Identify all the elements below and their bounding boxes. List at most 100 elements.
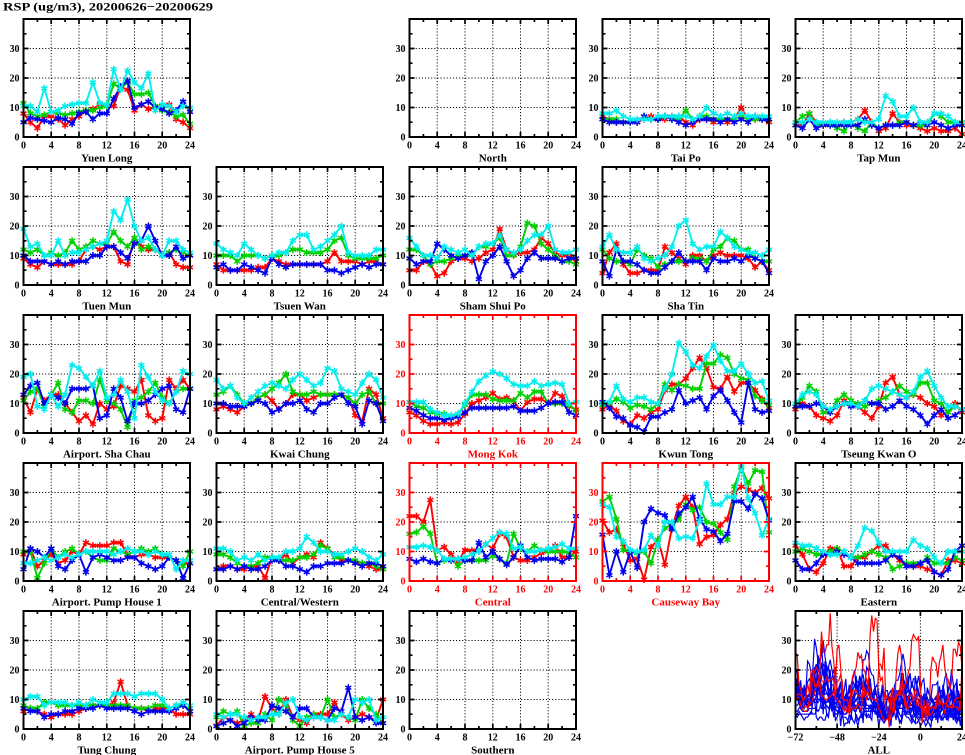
svg-text:16: 16 bbox=[516, 585, 526, 596]
svg-text:0: 0 bbox=[21, 141, 26, 152]
svg-text:0: 0 bbox=[21, 733, 26, 744]
svg-text:20: 20 bbox=[782, 518, 792, 529]
svg-text:0: 0 bbox=[787, 429, 792, 440]
svg-text:4: 4 bbox=[628, 141, 633, 152]
svg-text:30: 30 bbox=[782, 44, 792, 55]
svg-text:16: 16 bbox=[323, 585, 333, 596]
svg-text:Causeway Bay: Causeway Bay bbox=[651, 597, 720, 609]
svg-text:10: 10 bbox=[396, 547, 406, 558]
svg-text:0: 0 bbox=[208, 577, 213, 588]
svg-text:0: 0 bbox=[208, 281, 213, 292]
svg-text:20: 20 bbox=[736, 585, 746, 596]
svg-text:0: 0 bbox=[21, 289, 26, 300]
svg-text:10: 10 bbox=[10, 695, 20, 706]
svg-text:20: 20 bbox=[350, 733, 360, 744]
svg-text:0: 0 bbox=[15, 577, 20, 588]
svg-text:20: 20 bbox=[157, 585, 167, 596]
svg-text:24: 24 bbox=[764, 585, 774, 596]
svg-text:0: 0 bbox=[594, 281, 599, 292]
svg-text:0: 0 bbox=[214, 437, 219, 448]
svg-text:30: 30 bbox=[10, 44, 20, 55]
svg-text:20: 20 bbox=[929, 437, 939, 448]
svg-text:0: 0 bbox=[401, 429, 406, 440]
svg-text:8: 8 bbox=[77, 289, 82, 300]
svg-text:8: 8 bbox=[270, 733, 275, 744]
svg-text:12: 12 bbox=[488, 141, 498, 152]
svg-text:Sham Shui Po: Sham Shui Po bbox=[460, 301, 527, 313]
svg-text:0: 0 bbox=[208, 725, 213, 736]
svg-text:24: 24 bbox=[185, 289, 195, 300]
svg-text:8: 8 bbox=[656, 585, 661, 596]
svg-text:20: 20 bbox=[929, 585, 939, 596]
svg-text:Central: Central bbox=[475, 597, 511, 609]
svg-text:20: 20 bbox=[543, 437, 553, 448]
svg-text:24: 24 bbox=[571, 141, 581, 152]
svg-text:20: 20 bbox=[736, 141, 746, 152]
svg-text:30: 30 bbox=[10, 340, 20, 351]
svg-text:24: 24 bbox=[957, 585, 965, 596]
svg-text:12: 12 bbox=[295, 585, 305, 596]
svg-text:20: 20 bbox=[157, 437, 167, 448]
svg-text:10: 10 bbox=[589, 399, 599, 410]
svg-text:30: 30 bbox=[782, 488, 792, 499]
svg-text:Central/Western: Central/Western bbox=[261, 597, 339, 609]
svg-text:Airport. Pump House 5: Airport. Pump House 5 bbox=[245, 745, 356, 755]
svg-text:12: 12 bbox=[488, 585, 498, 596]
svg-text:8: 8 bbox=[270, 585, 275, 596]
svg-text:12: 12 bbox=[681, 585, 691, 596]
svg-text:8: 8 bbox=[77, 733, 82, 744]
svg-text:30: 30 bbox=[10, 636, 20, 647]
svg-text:4: 4 bbox=[821, 585, 826, 596]
svg-text:0: 0 bbox=[407, 437, 412, 448]
svg-text:8: 8 bbox=[463, 289, 468, 300]
svg-text:4: 4 bbox=[242, 585, 247, 596]
svg-text:30: 30 bbox=[589, 44, 599, 55]
svg-text:0: 0 bbox=[787, 133, 792, 144]
svg-text:12: 12 bbox=[681, 141, 691, 152]
svg-text:16: 16 bbox=[902, 585, 912, 596]
svg-text:16: 16 bbox=[130, 585, 140, 596]
svg-text:Kwai Chung: Kwai Chung bbox=[270, 449, 330, 461]
svg-text:Southern: Southern bbox=[471, 745, 514, 755]
svg-text:0: 0 bbox=[407, 585, 412, 596]
svg-text:Tap Mun: Tap Mun bbox=[857, 153, 900, 165]
svg-text:4: 4 bbox=[49, 141, 54, 152]
svg-text:0: 0 bbox=[401, 281, 406, 292]
svg-text:4: 4 bbox=[435, 141, 440, 152]
svg-text:12: 12 bbox=[102, 289, 112, 300]
svg-text:20: 20 bbox=[782, 74, 792, 85]
svg-text:8: 8 bbox=[463, 733, 468, 744]
svg-text:8: 8 bbox=[270, 437, 275, 448]
svg-text:0: 0 bbox=[407, 733, 412, 744]
svg-text:24: 24 bbox=[957, 733, 965, 744]
svg-text:0: 0 bbox=[600, 141, 605, 152]
svg-text:30: 30 bbox=[396, 340, 406, 351]
svg-text:20: 20 bbox=[203, 370, 213, 381]
svg-text:4: 4 bbox=[628, 289, 633, 300]
svg-text:30: 30 bbox=[396, 636, 406, 647]
svg-text:4: 4 bbox=[435, 585, 440, 596]
svg-text:30: 30 bbox=[589, 192, 599, 203]
svg-text:0: 0 bbox=[401, 577, 406, 588]
svg-text:8: 8 bbox=[77, 585, 82, 596]
svg-text:Sha Tin: Sha Tin bbox=[667, 301, 704, 313]
svg-text:10: 10 bbox=[589, 103, 599, 114]
svg-text:12: 12 bbox=[295, 289, 305, 300]
svg-text:20: 20 bbox=[396, 666, 406, 677]
svg-text:24: 24 bbox=[185, 733, 195, 744]
svg-text:16: 16 bbox=[323, 289, 333, 300]
svg-text:8: 8 bbox=[77, 141, 82, 152]
svg-text:10: 10 bbox=[10, 103, 20, 114]
svg-text:24: 24 bbox=[185, 437, 195, 448]
svg-text:12: 12 bbox=[488, 437, 498, 448]
svg-text:4: 4 bbox=[821, 141, 826, 152]
svg-text:0: 0 bbox=[208, 429, 213, 440]
svg-text:16: 16 bbox=[709, 289, 719, 300]
svg-text:10: 10 bbox=[589, 251, 599, 262]
svg-text:4: 4 bbox=[49, 289, 54, 300]
svg-text:0: 0 bbox=[407, 141, 412, 152]
svg-text:16: 16 bbox=[130, 437, 140, 448]
svg-text:16: 16 bbox=[709, 585, 719, 596]
svg-text:0: 0 bbox=[15, 725, 20, 736]
svg-text:8: 8 bbox=[463, 141, 468, 152]
